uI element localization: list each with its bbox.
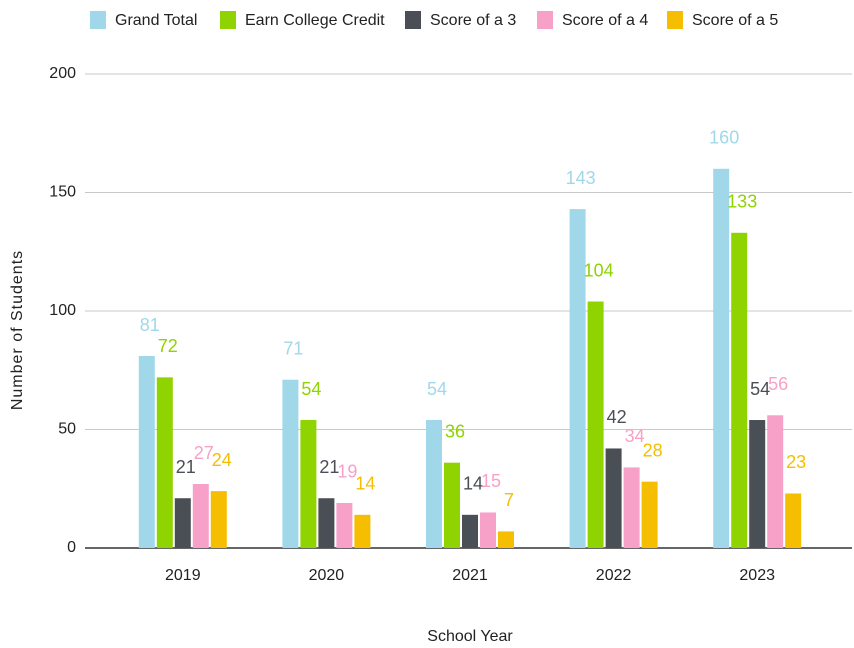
y-axis-label: Number of Students: [9, 250, 26, 410]
value-label: 71: [283, 338, 303, 358]
bar: [480, 512, 496, 548]
value-label: 81: [140, 315, 160, 335]
bar: [138, 356, 155, 548]
legend-swatch: [220, 11, 236, 29]
value-label: 28: [643, 440, 663, 460]
value-label: 27: [194, 443, 214, 463]
bar: [498, 531, 514, 548]
legend-swatch: [90, 11, 106, 29]
bar: [156, 377, 173, 548]
value-label: 19: [337, 462, 357, 482]
value-label: 72: [158, 336, 178, 356]
value-label: 34: [625, 426, 645, 446]
legend-swatch: [667, 11, 683, 29]
value-label: 54: [301, 379, 321, 399]
legend-swatch: [405, 11, 421, 29]
value-label: 160: [709, 128, 739, 148]
legend-label: Grand Total: [115, 12, 197, 29]
value-label: 36: [445, 421, 465, 441]
y-tick-label: 50: [58, 421, 76, 438]
bar: [623, 467, 640, 548]
value-label: 54: [427, 379, 447, 399]
value-label: 56: [768, 374, 788, 394]
bar: [192, 484, 209, 548]
x-tick-label: 2019: [165, 567, 201, 584]
bar: [749, 420, 766, 548]
x-axis-label: School Year: [427, 628, 513, 645]
value-label: 21: [176, 457, 196, 477]
bar: [318, 498, 335, 548]
bar: [767, 415, 784, 548]
legend-label: Earn College Credit: [245, 12, 385, 29]
bar: [569, 209, 586, 548]
y-tick-label: 100: [49, 302, 76, 319]
value-label: 14: [463, 474, 483, 494]
bar: [354, 514, 371, 548]
value-label: 7: [504, 490, 514, 510]
x-tick-label: 2023: [739, 567, 775, 584]
x-tick-label: 2020: [309, 567, 345, 584]
y-tick-label: 150: [49, 184, 76, 201]
value-label: 54: [750, 379, 770, 399]
value-label: 104: [584, 260, 614, 280]
bar: [426, 420, 442, 548]
bar: [462, 514, 478, 548]
x-tick-label: 2022: [596, 567, 632, 584]
value-label: 42: [607, 407, 627, 427]
legend-swatch: [537, 11, 553, 29]
bar: [731, 232, 748, 549]
bar: [587, 301, 604, 548]
bar: [785, 493, 802, 548]
bar: [174, 498, 191, 548]
value-label: 23: [786, 452, 806, 472]
bar: [210, 491, 227, 548]
value-label: 21: [319, 457, 339, 477]
bar: [713, 168, 730, 549]
value-label: 24: [212, 450, 232, 470]
legend-label: Score of a 4: [562, 12, 648, 29]
value-label: 14: [355, 474, 375, 494]
bar: [605, 448, 622, 548]
y-tick-label: 200: [49, 65, 76, 82]
bar: [336, 502, 353, 548]
bar: [641, 481, 658, 548]
legend-label: Score of a 5: [692, 12, 778, 29]
y-tick-label: 0: [67, 539, 76, 556]
bar: [444, 462, 460, 548]
bar: [282, 379, 299, 548]
bar: [300, 420, 317, 548]
legend-label: Score of a 3: [430, 12, 516, 29]
x-tick-label: 2021: [452, 567, 488, 584]
value-label: 15: [481, 471, 501, 491]
value-label: 133: [727, 192, 757, 212]
value-label: 143: [566, 168, 596, 188]
